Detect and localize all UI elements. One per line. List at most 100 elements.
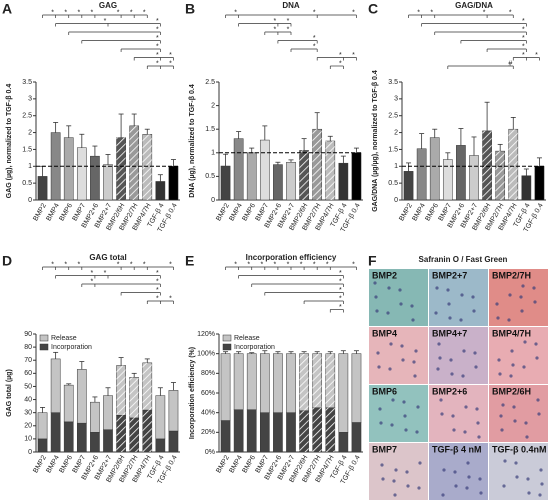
bar	[403, 171, 414, 201]
y-tick-label: 0.5	[22, 180, 32, 187]
y-tick-label: 40%	[201, 410, 215, 417]
significance-mark: *	[274, 261, 277, 268]
nucleus	[374, 295, 378, 299]
nucleus	[512, 405, 516, 409]
nucleus	[479, 491, 483, 495]
nucleus	[463, 430, 467, 434]
nucleus	[411, 318, 415, 322]
nucleus	[534, 342, 538, 346]
nucleus	[503, 459, 507, 463]
significance-mark: *	[51, 261, 54, 268]
legend-label: Incorporation	[234, 344, 275, 351]
y-tick-label: 3.5	[388, 79, 398, 86]
nucleus	[527, 491, 531, 495]
significance-mark: *	[339, 295, 342, 302]
y-tick-label: 2	[211, 102, 215, 109]
bar-hatch	[299, 353, 309, 411]
nucleus	[511, 363, 515, 367]
significance-mark: *	[117, 9, 120, 16]
bar-segment	[338, 353, 349, 433]
tile-label: BMP4+7	[432, 328, 467, 338]
nucleus	[477, 435, 481, 439]
bar-segment	[63, 384, 74, 423]
significance-mark: *	[156, 60, 159, 67]
histology-title: Safranin O / Fast Green	[419, 255, 508, 264]
panel-letter: F	[368, 253, 377, 269]
histology-image	[369, 443, 428, 500]
panel-letter: D	[2, 253, 12, 269]
y-tick-label: 90	[24, 331, 32, 338]
significance-mark: *	[274, 26, 277, 33]
bar	[37, 176, 48, 201]
nucleus	[501, 403, 505, 407]
y-tick-label: 20	[24, 423, 32, 430]
nucleus	[387, 286, 391, 290]
nucleus	[447, 302, 451, 306]
bar	[168, 166, 179, 201]
nucleus	[540, 482, 544, 486]
legend-label: Release	[234, 335, 260, 342]
legend-swatch	[39, 334, 49, 342]
bar-hatch	[116, 137, 126, 200]
nucleus	[414, 349, 418, 353]
nucleus	[499, 414, 503, 418]
bar-hatch	[299, 150, 309, 200]
y-tick-label: 10	[24, 436, 32, 443]
nucleus	[535, 356, 539, 360]
legend-swatch	[222, 343, 232, 351]
nucleus	[390, 423, 394, 427]
chart-title: Incorporation efficiency	[246, 253, 337, 262]
bar-hatch	[325, 141, 335, 200]
significance-mark: *	[169, 60, 172, 67]
bar	[469, 155, 479, 201]
significance-mark: *	[156, 18, 159, 25]
significance-mark: *	[522, 18, 525, 25]
nucleus	[526, 477, 530, 481]
nucleus	[502, 484, 506, 488]
significance-mark: *	[104, 18, 107, 25]
significance-mark: *	[313, 9, 316, 16]
nucleus	[412, 360, 416, 364]
y-axis-label: GAG total (µg)	[6, 369, 13, 417]
nucleus	[418, 461, 422, 465]
bar	[442, 159, 453, 201]
nucleus	[520, 309, 524, 313]
nucleus	[474, 365, 478, 369]
nucleus	[375, 309, 379, 313]
significance-mark: *	[156, 26, 159, 33]
y-tick-label: 3	[394, 96, 398, 103]
nucleus	[519, 295, 523, 299]
panel-letter: B	[185, 1, 195, 17]
significance-mark: *	[91, 278, 94, 285]
bar	[456, 145, 466, 201]
nucleus	[410, 304, 414, 308]
significance-mark: *	[130, 9, 133, 16]
tile-label: BMP2+7	[432, 270, 467, 280]
nucleus	[413, 374, 417, 378]
nucleus	[434, 311, 438, 315]
y-tick-label: 2.5	[22, 113, 32, 120]
significance-mark: *	[509, 9, 512, 16]
bar	[90, 155, 100, 201]
y-tick-label: 0	[28, 449, 32, 456]
bar	[259, 139, 270, 201]
y-axis-label: GAG (µg), normalized to TGF-β 0.4	[6, 84, 13, 199]
y-tick-label: 0.5	[205, 173, 215, 180]
y-axis-label: Incorporation efficiency (%)	[189, 347, 196, 439]
y-tick-label: 1.5	[22, 146, 32, 153]
tile-label: TGF-β 0.4nM	[492, 444, 547, 454]
legend-swatch	[222, 334, 232, 342]
y-tick-label: 1.5	[205, 126, 215, 133]
y-tick-label: 80%	[201, 370, 215, 377]
significance-mark: *	[339, 287, 342, 294]
y-tick-label: 80	[24, 344, 32, 351]
significance-mark: *	[156, 270, 159, 277]
tile-label: BMP6	[372, 386, 397, 396]
nucleus	[446, 288, 450, 292]
bar	[76, 147, 87, 201]
significance-mark: *	[169, 52, 172, 59]
y-tick-label: 40	[24, 396, 32, 403]
nucleus	[448, 316, 452, 320]
bar-hatch	[116, 365, 126, 416]
nucleus	[417, 486, 421, 490]
